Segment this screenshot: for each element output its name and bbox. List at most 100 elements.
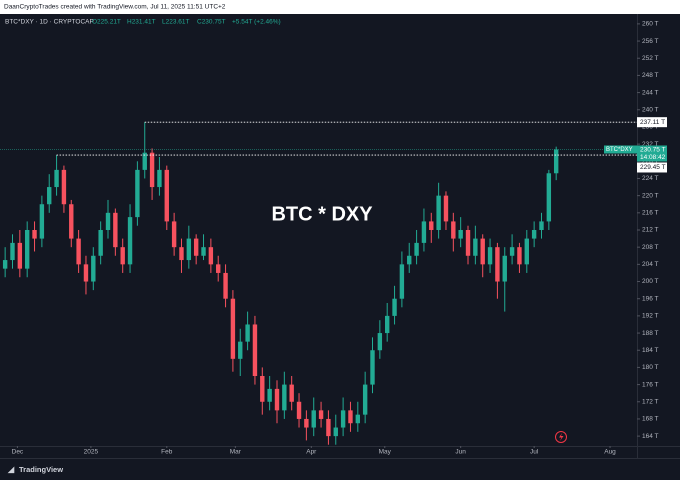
candle-body [443,195,449,222]
candle-body [370,350,375,385]
candle-body [348,410,353,424]
x-tick-label: Aug [604,449,616,456]
candle-body [274,388,280,411]
y-tick-label: 188 T [642,330,659,337]
candle-body [531,230,537,239]
y-tick-label: 172 T [642,398,659,405]
current-name: BTC*DXY [606,147,633,153]
y-tick-label: 244 T [642,89,659,96]
candle-body [47,187,52,205]
candle-body [311,410,316,428]
y-tick-label: 208 T [642,244,659,251]
candle-body [164,169,169,222]
candle-body [142,152,147,170]
annotation-title: BTC * DXY [271,203,373,225]
y-tick-label: 256 T [642,38,659,45]
y-tick-label: 232 T [642,141,659,148]
candle-body [340,410,346,428]
current-countdown: 14:08:42 [640,154,666,161]
legend-symbol: BTC*DXY · 1D · CRYPTOCAP [5,19,94,26]
candle-body [127,217,133,265]
candle-body [120,247,125,265]
candle-body [377,333,383,351]
x-tick-label: Apr [306,449,317,456]
candle-body [553,149,559,174]
legend-low: L223.61T [162,19,189,26]
candle-body [17,242,23,269]
y-tick-label: 212 T [642,227,659,234]
legend-close: C230.75T [197,19,226,26]
footer-logo: ◢ [7,465,15,474]
legend-change: +5.54T (+2.46%) [232,19,281,26]
candle-body [473,238,478,256]
candle-body [495,247,500,282]
candle-body [414,242,419,256]
candle-body [32,230,37,239]
y-tick-label: 224 T [642,175,659,182]
replay-icon[interactable] [555,431,567,443]
candle-body [326,418,331,437]
y-tick-label: 248 T [642,72,659,79]
candle-body [362,384,368,415]
y-tick-label: 180 T [642,364,659,371]
candle-body [509,247,515,256]
y-tick-label: 252 T [642,55,659,62]
y-tick-label: 196 T [642,295,659,302]
candle-body [157,169,162,188]
candle-body [186,238,192,261]
current-label: 230.75 T [640,147,666,154]
candle-body [91,255,96,282]
candle-body [502,255,507,282]
candle-body [69,204,74,239]
legend-open: O225.21T [92,19,121,26]
candle-body [98,230,103,256]
candle-body [208,247,214,265]
y-tick-label: 240 T [642,106,659,113]
level-label-box [637,162,667,173]
candle-body [260,376,265,402]
level-label: 229.45 T [640,164,666,171]
candle-body [384,315,390,334]
candle-body [517,247,522,265]
candle-body [407,255,412,265]
candle-body [24,230,30,269]
candle-body [179,247,184,261]
y-tick-label: 228 T [642,158,659,165]
y-tick-label: 260 T [642,21,659,28]
candle-body [267,388,272,402]
candle-body [480,238,485,265]
candle-body [289,384,294,402]
candle-body [76,238,81,265]
candle-body [458,230,463,239]
candle-body [193,238,199,256]
candle-body [135,169,140,218]
legend-high: H231.41T [127,19,156,26]
y-tick-label: 164 T [642,433,659,440]
candle-body [54,169,59,188]
candle-body [421,221,427,243]
candle-body [61,169,67,205]
x-tick-label: 2025 [84,449,99,456]
candle-body [238,341,243,359]
candle-body [105,212,111,230]
y-tick-label: 216 T [642,210,659,217]
candle-body [83,264,89,282]
current-box [637,145,667,162]
y-tick-label: 220 T [642,192,659,199]
candle-body [149,152,155,188]
candle-body [230,298,236,359]
candle-body [39,204,45,239]
candle-body [436,195,441,230]
level-label-box [637,117,667,128]
candle-body [487,247,493,265]
x-tick-label: Mar [230,449,242,456]
candle-body [113,212,118,248]
candle-body [252,324,258,377]
y-tick-label: 168 T [642,416,659,423]
candle-body [318,410,324,419]
y-tick-label: 192 T [642,313,659,320]
y-tick-label: 200 T [642,278,659,285]
header: DaanCryptoTrades created with TradingVie… [4,4,226,11]
candle-body [451,221,456,239]
